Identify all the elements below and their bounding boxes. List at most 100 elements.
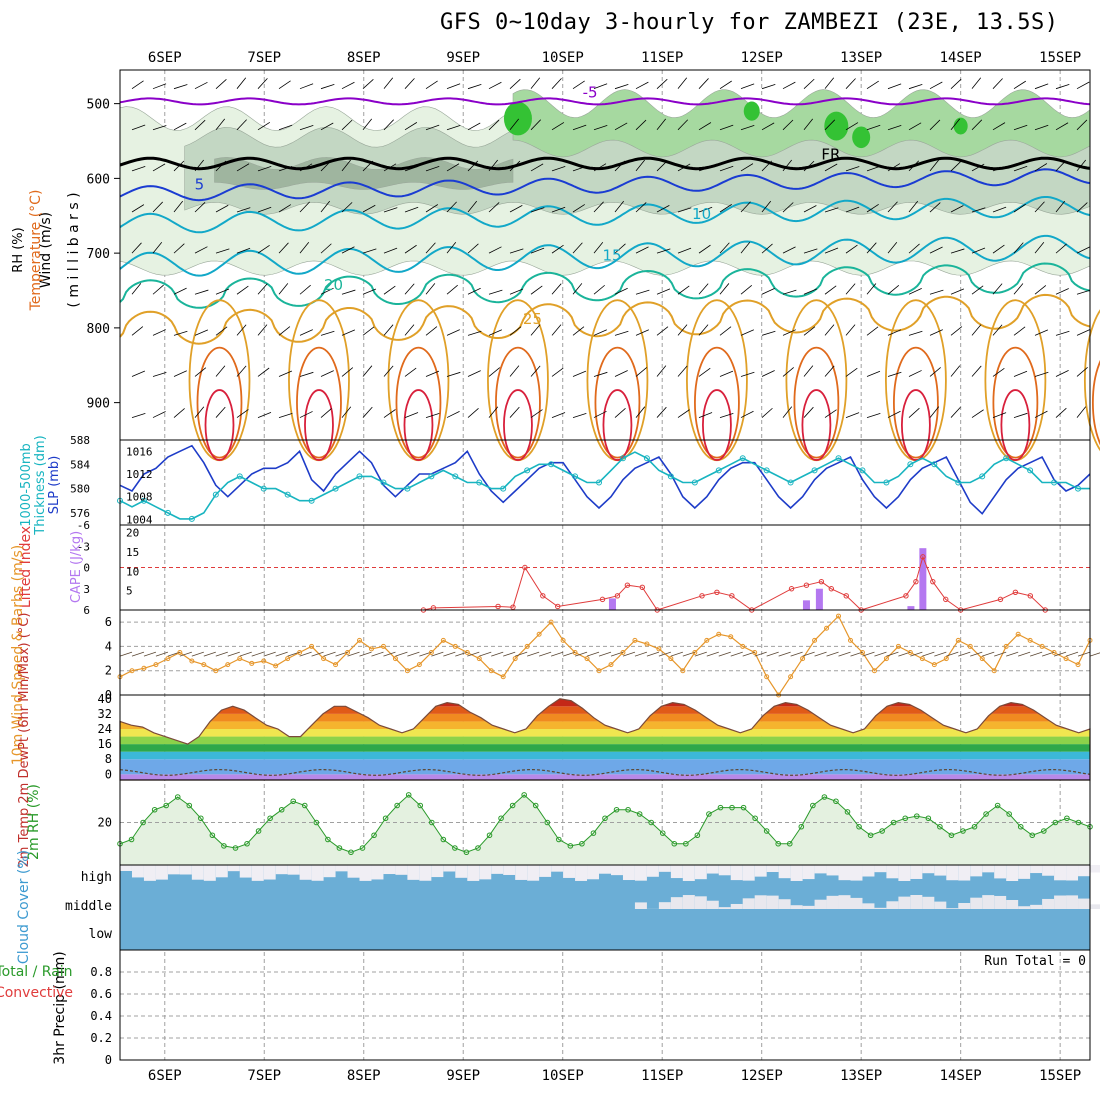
wind-barb xyxy=(698,324,709,336)
wind-barb xyxy=(929,202,941,213)
wind-barb-10m xyxy=(539,651,552,657)
cloud-mid-gap xyxy=(766,895,779,909)
wind-barb xyxy=(236,324,247,336)
wind-barb xyxy=(530,119,541,131)
rh-marker xyxy=(348,849,354,856)
rh-marker xyxy=(867,832,874,839)
wind-barb-10m xyxy=(790,651,803,657)
wind-barb xyxy=(1076,289,1091,295)
wind-barb xyxy=(257,121,271,131)
cloud-high-gap xyxy=(395,865,408,875)
wind-barb xyxy=(362,365,373,377)
wind-marker xyxy=(225,662,231,668)
thickness-marker xyxy=(739,455,746,462)
precip-tick: 0.6 xyxy=(90,987,112,1001)
wind-marker xyxy=(404,668,410,674)
wind-barb-10m xyxy=(586,651,600,657)
x-tick-label-bottom: 13SEP xyxy=(840,1068,882,1084)
wind-barb xyxy=(908,330,923,336)
wind-marker xyxy=(859,650,865,655)
cloud-high-gap xyxy=(922,865,935,874)
cloud-high-gap xyxy=(658,865,671,872)
cloud-high-gap xyxy=(155,865,168,880)
cloud-mid-gap xyxy=(1030,904,1043,909)
cape-bar xyxy=(907,606,915,610)
wind-barb-10m xyxy=(754,651,767,657)
cloud-high-gap xyxy=(203,865,216,881)
cloud-high-gap xyxy=(347,865,360,878)
wind-barb xyxy=(446,329,460,336)
wind-barb xyxy=(551,78,562,89)
cloud-mid-gap xyxy=(958,903,971,909)
thickness-marker xyxy=(979,473,986,480)
cloud-mid-gap xyxy=(694,896,707,909)
cloud-mid-gap xyxy=(994,895,1007,909)
wind-tick: 4 xyxy=(105,639,112,653)
wind-barb xyxy=(845,78,856,89)
cloud-high-gap xyxy=(994,865,1007,879)
thickness-marker xyxy=(1027,467,1034,474)
wind-barb xyxy=(278,242,289,254)
warm-contour xyxy=(395,346,442,459)
wind-barb-10m xyxy=(946,651,959,657)
ylabel-thick: Thickness (dm) xyxy=(33,435,48,535)
wind-barb xyxy=(152,201,163,213)
wind-barb xyxy=(992,412,1007,418)
wind-barb xyxy=(131,166,146,172)
cloud-high-gap xyxy=(323,865,336,878)
rh-marker xyxy=(440,836,447,843)
cloud-high-gap xyxy=(790,865,803,881)
rh-marker xyxy=(625,806,631,813)
x-tick-label-bottom: 15SEP xyxy=(1039,1068,1081,1084)
cloud-high-gap xyxy=(970,865,983,877)
wind-barb xyxy=(299,241,310,254)
precip-ylabel: 3hr Precip (mm) xyxy=(52,951,68,1064)
rh-marker xyxy=(255,828,262,834)
wind-barb-10m xyxy=(155,651,169,657)
rh-shade-high xyxy=(852,126,871,149)
wind-barb xyxy=(194,159,205,172)
cloud-high-gap xyxy=(407,865,420,880)
wind-barb xyxy=(740,410,754,418)
wind-barb-10m xyxy=(730,651,743,657)
warm-contour xyxy=(793,346,840,459)
wind-barb xyxy=(278,413,293,418)
wind-barb xyxy=(236,77,247,89)
wind-barb xyxy=(551,166,566,172)
wind-barb xyxy=(572,165,587,172)
wind-barb xyxy=(887,242,898,254)
wind-barb xyxy=(215,288,230,295)
cloud-high-gap xyxy=(610,865,623,876)
ylabel-total-rain: Total / Rain xyxy=(0,964,73,980)
wind-barb xyxy=(908,407,920,418)
wind-barb xyxy=(1034,242,1045,254)
rh-marker xyxy=(786,840,793,847)
panel-frame-pr xyxy=(119,949,1091,1061)
wind-barb xyxy=(971,365,982,377)
ylabel-rh: RH (%) xyxy=(11,227,26,272)
wind-barb xyxy=(257,165,272,172)
thick-tick: 588 xyxy=(70,434,90,447)
wind-barb xyxy=(341,119,353,131)
contour-label: 15 xyxy=(603,246,622,264)
cloud-mid-gap xyxy=(634,902,647,909)
wind-barb xyxy=(635,406,646,418)
wind-barb-10m xyxy=(550,651,564,657)
ylabel-units: ( m i l l i b a r s ) xyxy=(66,192,82,307)
rh-marker xyxy=(798,823,805,830)
wind-barb xyxy=(299,125,314,131)
wind-barb xyxy=(698,206,713,213)
li-marker xyxy=(1027,593,1034,599)
wind-barb-10m xyxy=(1089,652,1100,657)
wind-barb xyxy=(656,160,668,172)
wind-barb xyxy=(131,370,146,377)
wind-barb xyxy=(719,370,734,377)
thickness-marker xyxy=(643,455,650,462)
wind-barb xyxy=(929,119,941,131)
temp-band xyxy=(120,744,1090,752)
cloud-high-gap xyxy=(802,865,815,880)
cloud-high-gap xyxy=(850,865,863,881)
wind-barb xyxy=(698,283,709,295)
cloud-high-gap xyxy=(1078,865,1090,877)
cloud-high-gap xyxy=(946,865,959,881)
